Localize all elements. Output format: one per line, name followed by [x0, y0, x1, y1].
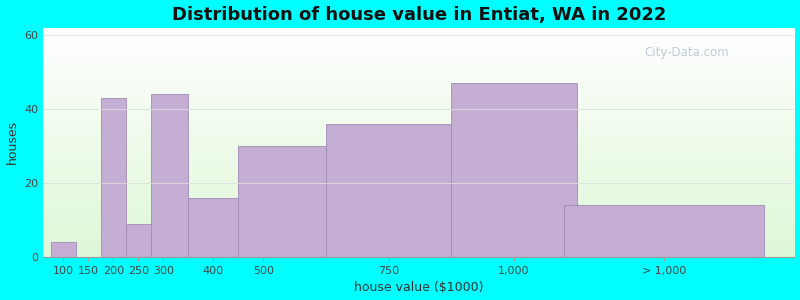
- Bar: [150, 94, 188, 257]
- Bar: [50, 242, 76, 257]
- Y-axis label: houses: houses: [6, 120, 18, 164]
- Bar: [238, 146, 326, 257]
- Bar: [126, 224, 150, 257]
- Bar: [188, 198, 238, 257]
- X-axis label: house value ($1000): house value ($1000): [354, 281, 483, 294]
- Bar: [564, 205, 764, 257]
- Bar: [101, 98, 126, 257]
- Bar: [326, 124, 451, 257]
- Text: City-Data.com: City-Data.com: [644, 46, 729, 59]
- Title: Distribution of house value in Entiat, WA in 2022: Distribution of house value in Entiat, W…: [171, 6, 666, 24]
- Bar: [451, 83, 577, 257]
